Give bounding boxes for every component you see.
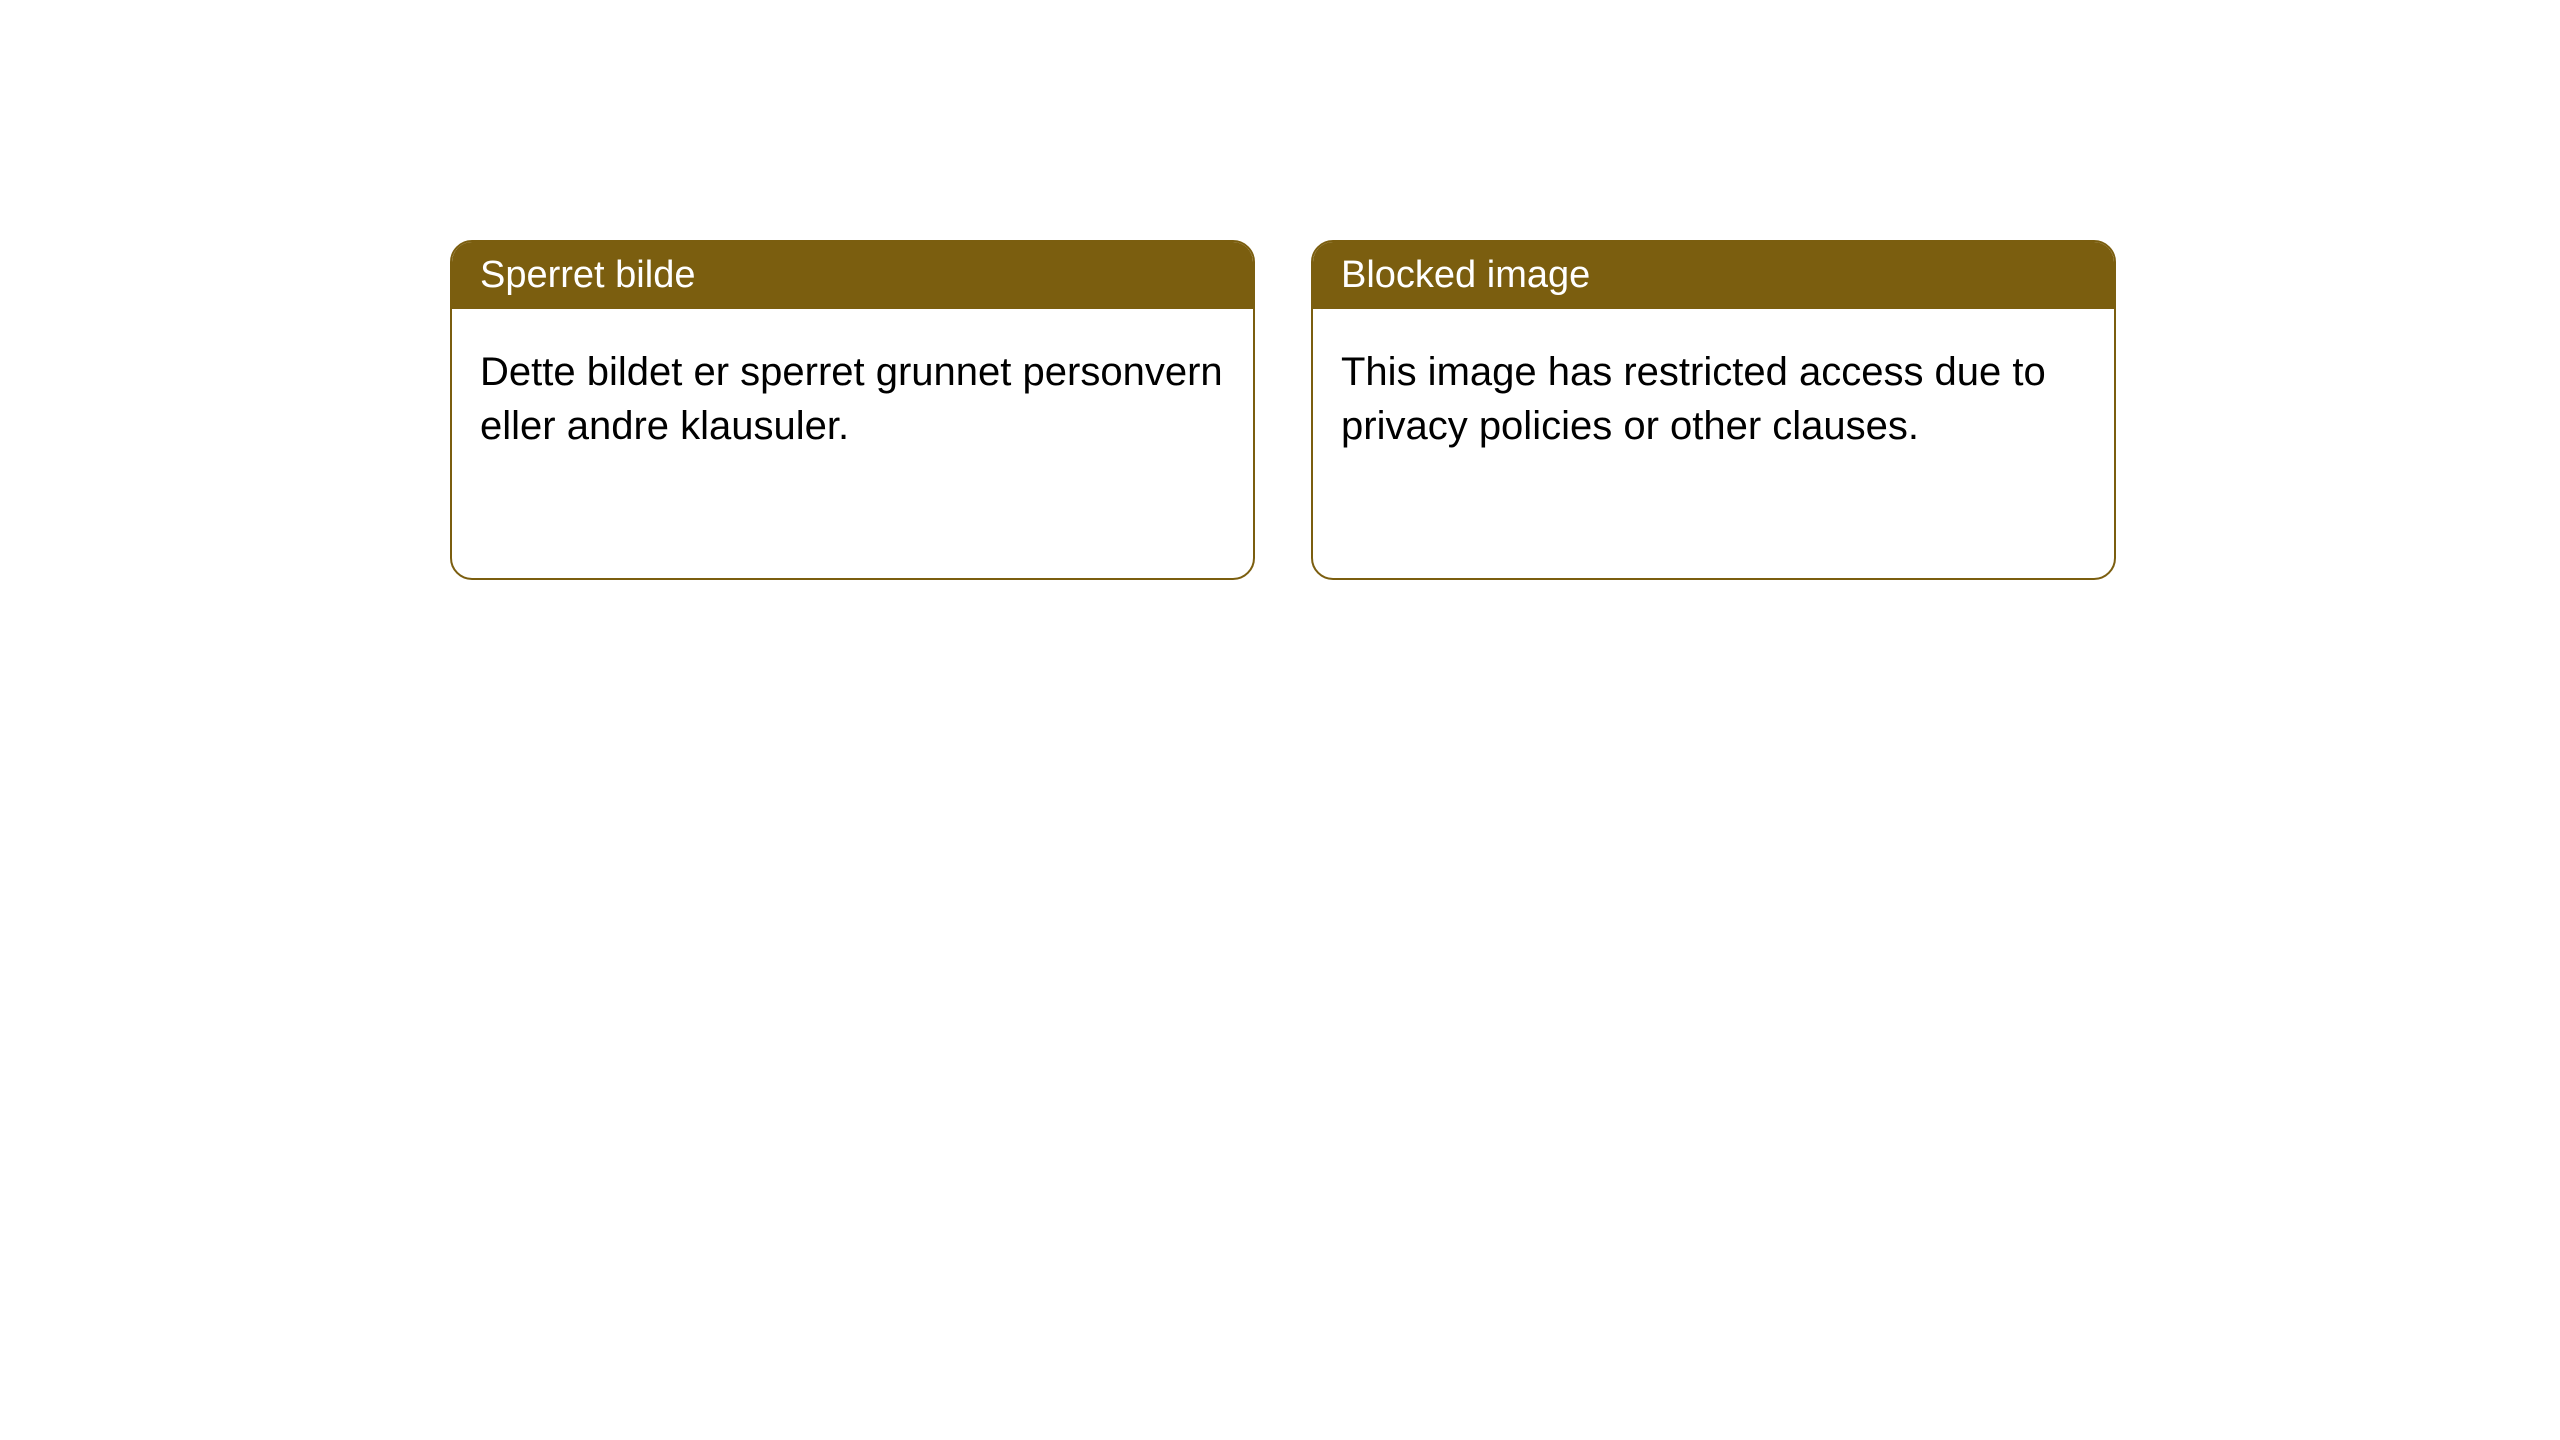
card-body: Dette bildet er sperret grunnet personve… <box>452 309 1253 489</box>
card-header: Sperret bilde <box>452 242 1253 309</box>
card-header: Blocked image <box>1313 242 2114 309</box>
card-header-text: Sperret bilde <box>480 254 695 296</box>
notice-cards-container: Sperret bilde Dette bildet er sperret gr… <box>450 240 2116 580</box>
card-body-text: This image has restricted access due to … <box>1341 350 2046 448</box>
card-body-text: Dette bildet er sperret grunnet personve… <box>480 350 1223 448</box>
card-body: This image has restricted access due to … <box>1313 309 2114 489</box>
notice-card-english: Blocked image This image has restricted … <box>1311 240 2116 580</box>
card-header-text: Blocked image <box>1341 254 1590 296</box>
notice-card-norwegian: Sperret bilde Dette bildet er sperret gr… <box>450 240 1255 580</box>
